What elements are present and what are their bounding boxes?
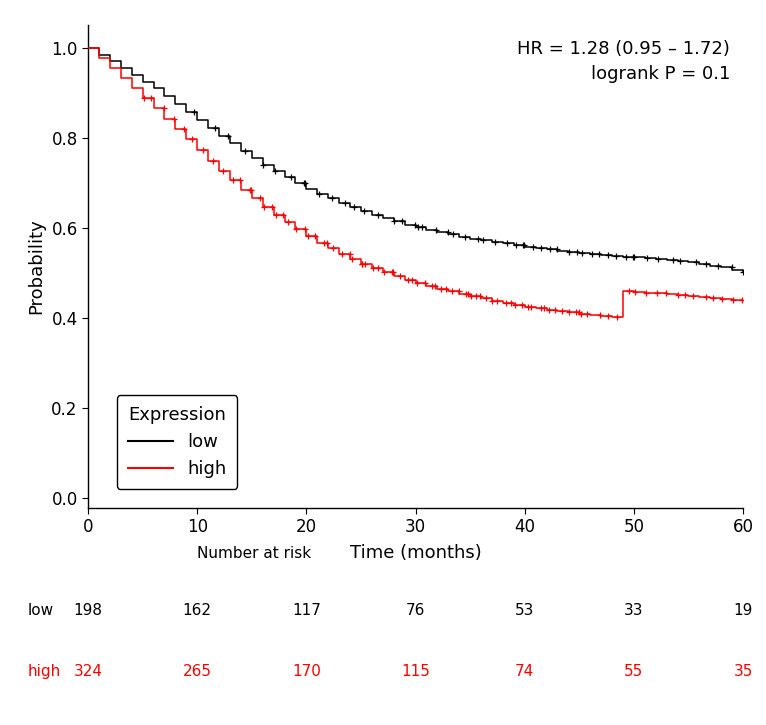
X-axis label: Time (months): Time (months) xyxy=(350,544,481,563)
Text: 115: 115 xyxy=(401,664,430,679)
Text: high: high xyxy=(28,664,61,679)
Text: 198: 198 xyxy=(74,603,103,618)
Text: 35: 35 xyxy=(733,664,753,679)
Text: Number at risk: Number at risk xyxy=(198,547,311,561)
Text: 162: 162 xyxy=(183,603,211,618)
Text: low: low xyxy=(28,603,54,618)
Text: 33: 33 xyxy=(624,603,643,618)
Text: 74: 74 xyxy=(515,664,535,679)
Legend: low, high: low, high xyxy=(116,395,237,489)
Text: 76: 76 xyxy=(406,603,425,618)
Text: 265: 265 xyxy=(183,664,211,679)
Y-axis label: Probability: Probability xyxy=(28,218,46,315)
Text: 324: 324 xyxy=(74,664,103,679)
Text: 55: 55 xyxy=(624,664,643,679)
Text: 19: 19 xyxy=(733,603,753,618)
Text: 53: 53 xyxy=(515,603,535,618)
Text: 170: 170 xyxy=(292,664,321,679)
Text: 117: 117 xyxy=(292,603,321,618)
Text: HR = 1.28 (0.95 – 1.72)
logrank P = 0.1: HR = 1.28 (0.95 – 1.72) logrank P = 0.1 xyxy=(517,40,730,83)
